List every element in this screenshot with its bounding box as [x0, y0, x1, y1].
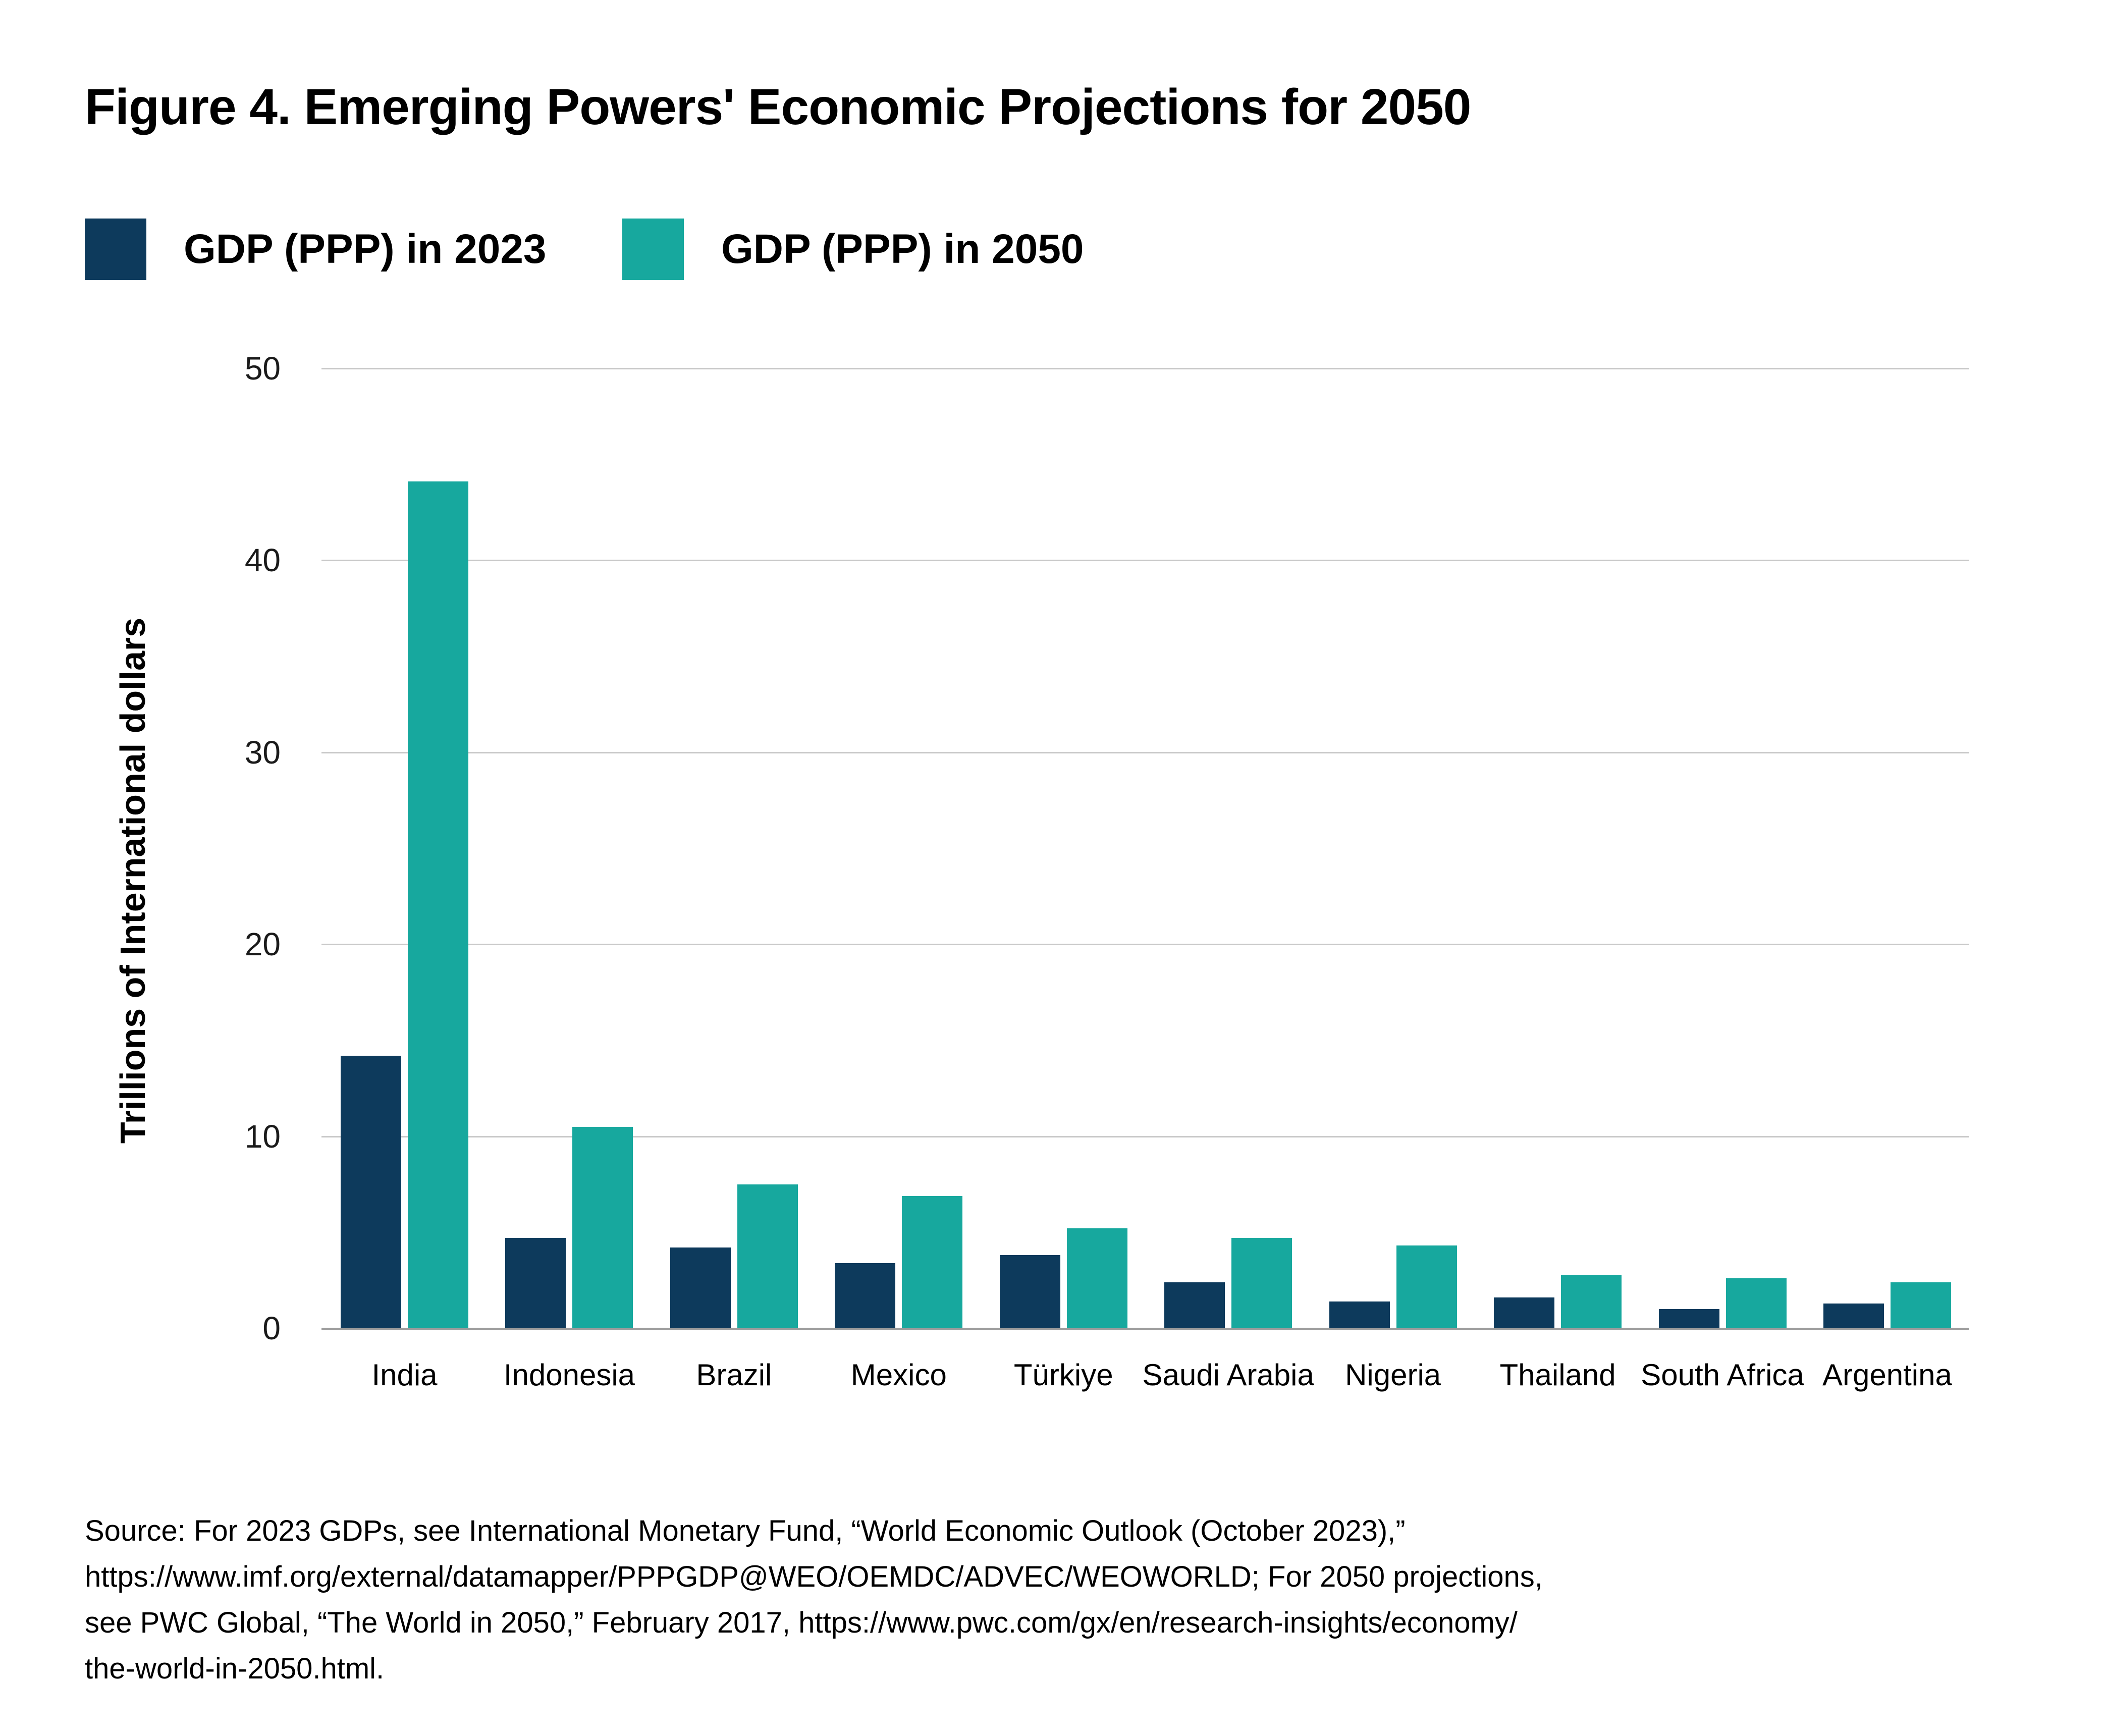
x-axis-label-mexico: Mexico [850, 1358, 947, 1392]
source-line-3: see PWC Global, “The World in 2050,” Feb… [85, 1606, 1518, 1639]
bar-south-africa-2050 [1725, 1278, 1787, 1328]
bar-nigeria-2050 [1396, 1245, 1457, 1328]
bar-saudi-arabia-2023 [1164, 1282, 1225, 1328]
x-axis-label-nigeria: Nigeria [1345, 1358, 1441, 1392]
x-axis-label-south-africa: South Africa [1641, 1358, 1804, 1392]
bar-brazil-2023 [670, 1247, 731, 1328]
gridline-40 [321, 560, 1969, 562]
gridline-50 [321, 368, 1969, 369]
bar-argentina-2023 [1823, 1303, 1884, 1328]
bar-argentina-2050 [1890, 1282, 1951, 1328]
bar-türkiye-2023 [999, 1255, 1060, 1328]
bar-nigeria-2023 [1329, 1301, 1390, 1328]
bar-south-africa-2023 [1658, 1309, 1719, 1328]
x-axis-label-argentina: Argentina [1822, 1358, 1952, 1392]
y-axis-title: Trillions of International dollars [113, 617, 152, 1144]
bar-thailand-2023 [1494, 1297, 1555, 1328]
y-tick-label-10: 10 [244, 1118, 281, 1155]
x-axis-label-india: India [371, 1358, 438, 1392]
legend-swatch-2023 [85, 219, 146, 280]
source-note: Source: For 2023 GDPs, see International… [85, 1508, 1543, 1692]
y-tick-label-50: 50 [244, 350, 281, 387]
bar-mexico-2050 [902, 1196, 963, 1328]
gridline-0 [321, 1328, 1969, 1330]
bar-thailand-2050 [1561, 1274, 1622, 1328]
legend-swatch-2050 [622, 219, 684, 280]
legend-item-2050: GDP (PPP) in 2050 [622, 219, 1084, 280]
bar-indonesia-2023 [505, 1238, 566, 1328]
plot-area [321, 368, 1969, 1330]
bar-türkiye-2050 [1066, 1228, 1127, 1328]
source-line-1: Source: For 2023 GDPs, see International… [85, 1514, 1406, 1547]
legend-label-2023: GDP (PPP) in 2023 [184, 226, 547, 272]
x-axis-label-türkiye: Türkiye [1013, 1358, 1113, 1392]
y-tick-label-30: 30 [244, 734, 281, 771]
bar-mexico-2023 [835, 1263, 896, 1328]
source-line-4: the-world-in-2050.html. [85, 1652, 385, 1685]
x-axis-label-brazil: Brazil [696, 1358, 772, 1392]
bar-saudi-arabia-2050 [1231, 1238, 1292, 1328]
figure-title: Figure 4. Emerging Powers' Economic Proj… [85, 79, 1471, 135]
gridline-20 [321, 944, 1969, 946]
legend-label-2050: GDP (PPP) in 2050 [721, 226, 1084, 272]
y-tick-label-20: 20 [244, 926, 281, 963]
y-tick-label-0: 0 [262, 1310, 281, 1346]
x-axis-label-saudi-arabia: Saudi Arabia [1142, 1358, 1314, 1392]
x-axis-label-indonesia: Indonesia [503, 1358, 635, 1392]
x-axis-label-thailand: Thailand [1499, 1358, 1616, 1392]
bar-india-2050 [408, 481, 468, 1328]
bar-brazil-2050 [737, 1184, 798, 1328]
gridline-10 [321, 1135, 1969, 1137]
source-line-2: https://www.imf.org/external/datamapper/… [85, 1560, 1543, 1593]
gridline-30 [321, 751, 1969, 753]
bar-india-2023 [341, 1055, 401, 1328]
legend-item-2023: GDP (PPP) in 2023 [85, 219, 547, 280]
bar-indonesia-2050 [572, 1126, 633, 1328]
y-tick-label-40: 40 [244, 542, 281, 579]
